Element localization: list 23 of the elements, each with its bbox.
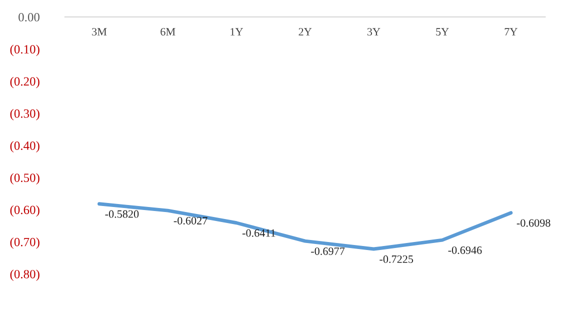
data-label: -0.6411 [242,229,276,237]
x-tick-label: 6M [160,28,176,36]
x-tick-label: 5Y [436,28,449,36]
y-tick-label: 0.00 [18,12,40,22]
y-tick-label: (0.70) [10,237,40,249]
data-label: -0.5820 [105,210,139,218]
data-label: -0.6946 [448,246,482,254]
data-label: -0.7225 [380,255,414,263]
y-tick-label: (0.30) [10,108,40,120]
y-tick-label: (0.10) [10,44,40,56]
y-tick-label: (0.50) [10,173,40,185]
x-tick-label: 3M [92,28,107,36]
y-tick-label: (0.60) [10,205,40,217]
y-tick-label: (0.40) [10,141,40,152]
y-tick-label: (0.20) [10,76,40,88]
y-tick-label: (0.80) [10,270,40,281]
x-tick-label: 1Y [230,28,243,36]
data-label: -0.6027 [174,216,208,224]
x-tick-label: 7Y [504,28,518,36]
data-label: -0.6977 [311,247,345,255]
x-tick-label: 2Y [298,28,312,36]
x-tick-label: 3Y [367,28,380,36]
data-label: -0.6098 [516,219,550,227]
